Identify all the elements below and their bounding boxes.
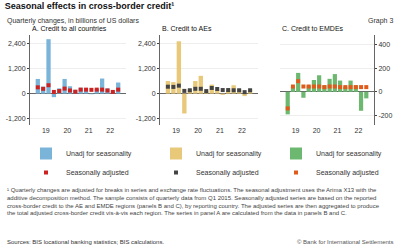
svg-text:B. Credit to AEs: B. Credit to AEs — [162, 25, 212, 32]
svg-text:-1,200: -1,200 — [6, 115, 26, 122]
svg-text:21: 21 — [85, 127, 93, 134]
svg-text:¹ Quarterly changes are adjust: ¹ Quarterly changes are adjusted for bre… — [7, 187, 380, 216]
svg-text:21: 21 — [334, 127, 342, 134]
svg-text:C. Credit to EMDEs: C. Credit to EMDEs — [282, 25, 344, 32]
svg-text:Graph 3: Graph 3 — [368, 17, 393, 25]
svg-text:0: 0 — [152, 90, 156, 97]
svg-text:22: 22 — [106, 127, 114, 134]
svg-text:Unadj for seasonality: Unadj for seasonality — [316, 150, 382, 158]
svg-text:19: 19 — [42, 127, 50, 134]
svg-text:Quarterly changes, in billions: Quarterly changes, in billions of US dol… — [7, 17, 139, 25]
svg-text:Seasonal effects in cross-bord: Seasonal effects in cross-border credit¹ — [5, 1, 175, 11]
svg-text:© Bank for International Settl: © Bank for International Settlements — [297, 239, 393, 245]
svg-text:400: 400 — [378, 41, 390, 48]
svg-text:2,400: 2,400 — [138, 40, 156, 47]
svg-text:0: 0 — [378, 88, 382, 95]
svg-text:19: 19 — [292, 127, 300, 134]
svg-text:Seasonally adjusted: Seasonally adjusted — [316, 169, 379, 177]
svg-text:1,200: 1,200 — [138, 65, 156, 72]
svg-text:Unadj for seasonality: Unadj for seasonality — [196, 150, 262, 158]
svg-text:20: 20 — [313, 127, 321, 134]
svg-text:A. Credit to all countries: A. Credit to all countries — [32, 25, 107, 32]
svg-text:21: 21 — [216, 127, 224, 134]
svg-text:Seasonally adjusted: Seasonally adjusted — [66, 169, 129, 177]
svg-text:19: 19 — [172, 127, 180, 134]
svg-text:-200: -200 — [378, 112, 392, 119]
svg-text:20: 20 — [194, 127, 202, 134]
svg-text:22: 22 — [238, 127, 246, 134]
svg-text:Seasonally adjusted: Seasonally adjusted — [196, 169, 259, 177]
svg-text:0: 0 — [22, 90, 26, 97]
svg-text:Sources: BIS locational bankin: Sources: BIS locational banking statisti… — [7, 239, 164, 245]
svg-text:200: 200 — [378, 65, 390, 72]
svg-text:Unadj for seasonality: Unadj for seasonality — [66, 150, 132, 158]
svg-text:20: 20 — [63, 127, 71, 134]
svg-text:22: 22 — [355, 127, 363, 134]
svg-text:-1,200: -1,200 — [136, 115, 156, 122]
svg-text:1,200: 1,200 — [8, 65, 26, 72]
svg-text:2,400: 2,400 — [8, 40, 26, 47]
